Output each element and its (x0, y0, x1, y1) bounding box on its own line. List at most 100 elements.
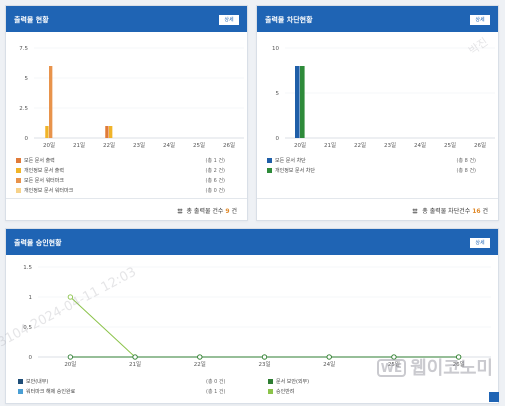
output-legend-swatch (16, 158, 21, 163)
approval-ytick-label: 0 (29, 355, 33, 361)
output-xtick-label: 22일 (103, 141, 115, 149)
output-status-title: 출력물 현황 (14, 16, 49, 24)
approval-legend-swatch (268, 389, 273, 394)
output-legend-label: 모든 문서 출력 (24, 158, 55, 164)
output-total-label: 총 출력물 건수 (186, 208, 224, 215)
output-legend-row: 모든 문서 출력 (총 1 건) (16, 156, 237, 166)
block-xtick-label: 24일 (414, 141, 426, 149)
block-ytick-label: 5 (276, 91, 280, 97)
output-ytick-label: 2.5 (19, 106, 28, 112)
output-legend-row: 개인정보 문서 워터마크 (총 0 건) (16, 186, 237, 196)
block-legend-count: (총 8 건) (456, 158, 476, 164)
approval-xtick-label: 24일 (323, 360, 335, 368)
block-total: 총 출력물 차단건수 16 건 (412, 206, 488, 215)
block-total-count: 16 (472, 208, 481, 215)
approval-xtick-label: 25일 (388, 360, 400, 368)
block-xtick-label: 20일 (294, 141, 306, 149)
approval-point (132, 354, 138, 360)
output-xtick-label: 20일 (43, 141, 55, 149)
output-bar (45, 126, 49, 138)
block-xtick-label: 25일 (444, 141, 456, 149)
approval-point (326, 354, 332, 360)
output-xtick-label: 25일 (193, 141, 205, 149)
block-xtick-label: 21일 (324, 141, 336, 149)
block-footer: 총 출력물 차단건수 16 건 (257, 198, 498, 220)
approval-legend-row: 보안(내부) (총 0 건) 문서 보안(외부) (18, 377, 478, 387)
block-xtick-label: 26일 (474, 141, 486, 149)
output-legend: 모든 문서 출력 (총 1 건) 개인정보 문서 출력 (총 2 건) 모든 문서 워터… (16, 156, 237, 196)
block-legend-label: 개인정보 문서 차단 (275, 168, 315, 174)
output-legend-swatch (16, 188, 21, 193)
block-total-label: 총 출력물 차단건수 (422, 208, 471, 215)
approval-legend: 보안(내부) (총 0 건) 문서 보안(외부) 워터마크 해제 승인완료 (총 1 건… (18, 377, 478, 397)
block-legend-count: (총 8 건) (456, 168, 476, 174)
approval-legend-swatch (18, 389, 23, 394)
block-bar (300, 66, 305, 138)
output-bar (109, 126, 113, 138)
output-detail-button[interactable]: 상세 (219, 15, 239, 25)
output-xtick-label: 26일 (223, 141, 235, 149)
block-xtick-label: 23일 (384, 141, 396, 149)
approval-xtick-label: 22일 (194, 360, 206, 368)
approval-ytick-label: 1 (29, 295, 33, 301)
output-legend-row: 개인정보 문서 출력 (총 2 건) (16, 166, 237, 176)
scroll-top-button[interactable] (489, 392, 499, 402)
approval-status-header: 출력물 승인현황 상세 (6, 229, 498, 255)
block-ytick-label: 0 (276, 136, 280, 142)
approval-ytick-label: 0.5 (23, 325, 32, 331)
output-xtick-label: 23일 (133, 141, 145, 149)
output-total-unit: 건 (231, 208, 237, 215)
approval-point (197, 354, 203, 360)
output-legend-count: (총 1 건) (205, 158, 225, 164)
output-ytick-label: 0 (25, 136, 29, 142)
block-bar (295, 66, 300, 138)
approval-point (67, 294, 74, 300)
output-legend-count: (총 0 건) (205, 188, 225, 194)
approval-legend-row: 워터마크 해제 승인완료 (총 1 건) 승인반려 (18, 387, 478, 397)
approval-legend-label: 워터마크 해제 승인완료 (26, 389, 76, 395)
output-ytick-label: 5 (25, 76, 29, 82)
output-legend-label: 개인정보 문서 워터마크 (24, 188, 74, 194)
approval-legend-swatch (18, 379, 23, 384)
output-legend-swatch (16, 178, 21, 183)
block-legend-row: 개인정보 문서 차단 (총 8 건) (267, 166, 488, 176)
output-ytick-label: 7.5 (19, 46, 28, 52)
block-detail-button[interactable]: 상세 (470, 15, 490, 25)
approval-xtick-label: 20일 (64, 360, 76, 368)
output-bar (105, 126, 109, 138)
approval-xtick-label: 21일 (129, 360, 141, 368)
block-legend: 모든 문서 차단 (총 8 건) 개인정보 문서 차단 (총 8 건) (267, 156, 488, 176)
block-legend-row: 모든 문서 차단 (총 8 건) (267, 156, 488, 166)
approval-legend-swatch (268, 379, 273, 384)
approval-legend-count: (총 1 건) (206, 389, 226, 395)
users-icon (412, 208, 418, 214)
approval-legend-count: (총 0 건) (206, 379, 226, 385)
block-total-unit: 건 (482, 208, 488, 215)
approval-xtick-label: 26일 (453, 360, 465, 368)
block-status-card: 출력물 차단현황 상세 0 5 10 20일 21일 22일 23일 24일 25일 26일 모든… (256, 5, 499, 221)
approval-ytick-label: 1.5 (23, 265, 32, 271)
block-status-chart: 0 5 10 20일 21일 22일 23일 24일 25일 26일 (272, 46, 495, 149)
brand-name: 웹이코노미 (410, 358, 493, 379)
output-status-chart: 0 2.5 5 7.5 20일 21일 22일 23일 24일 25일 26일 (19, 46, 244, 149)
brand-logo: WE (376, 359, 407, 377)
approval-detail-button[interactable]: 상세 (470, 238, 490, 248)
output-bar (49, 66, 53, 138)
output-footer: 총 출력물 건수 9 건 (6, 198, 247, 220)
output-legend-count: (총 2 건) (205, 168, 225, 174)
output-legend-count: (총 6 건) (205, 178, 225, 184)
output-legend-label: 개인정보 문서 출력 (24, 168, 64, 174)
approval-point (455, 354, 462, 360)
output-status-header: 출력물 현황 상세 (6, 6, 247, 32)
block-ytick-label: 10 (272, 46, 279, 52)
output-xtick-label: 24일 (163, 141, 175, 149)
output-total-count: 9 (225, 208, 230, 215)
block-legend-swatch (267, 158, 272, 163)
block-status-header: 출력물 차단현황 상세 (257, 6, 498, 32)
output-total: 총 출력물 건수 9 건 (177, 206, 237, 215)
output-legend-swatch (16, 168, 21, 173)
approval-status-title: 출력물 승인현황 (14, 239, 62, 247)
output-xtick-label: 21일 (73, 141, 85, 149)
block-xtick-label: 22일 (354, 141, 366, 149)
output-legend-label: 모든 문서 워터마크 (24, 178, 64, 184)
